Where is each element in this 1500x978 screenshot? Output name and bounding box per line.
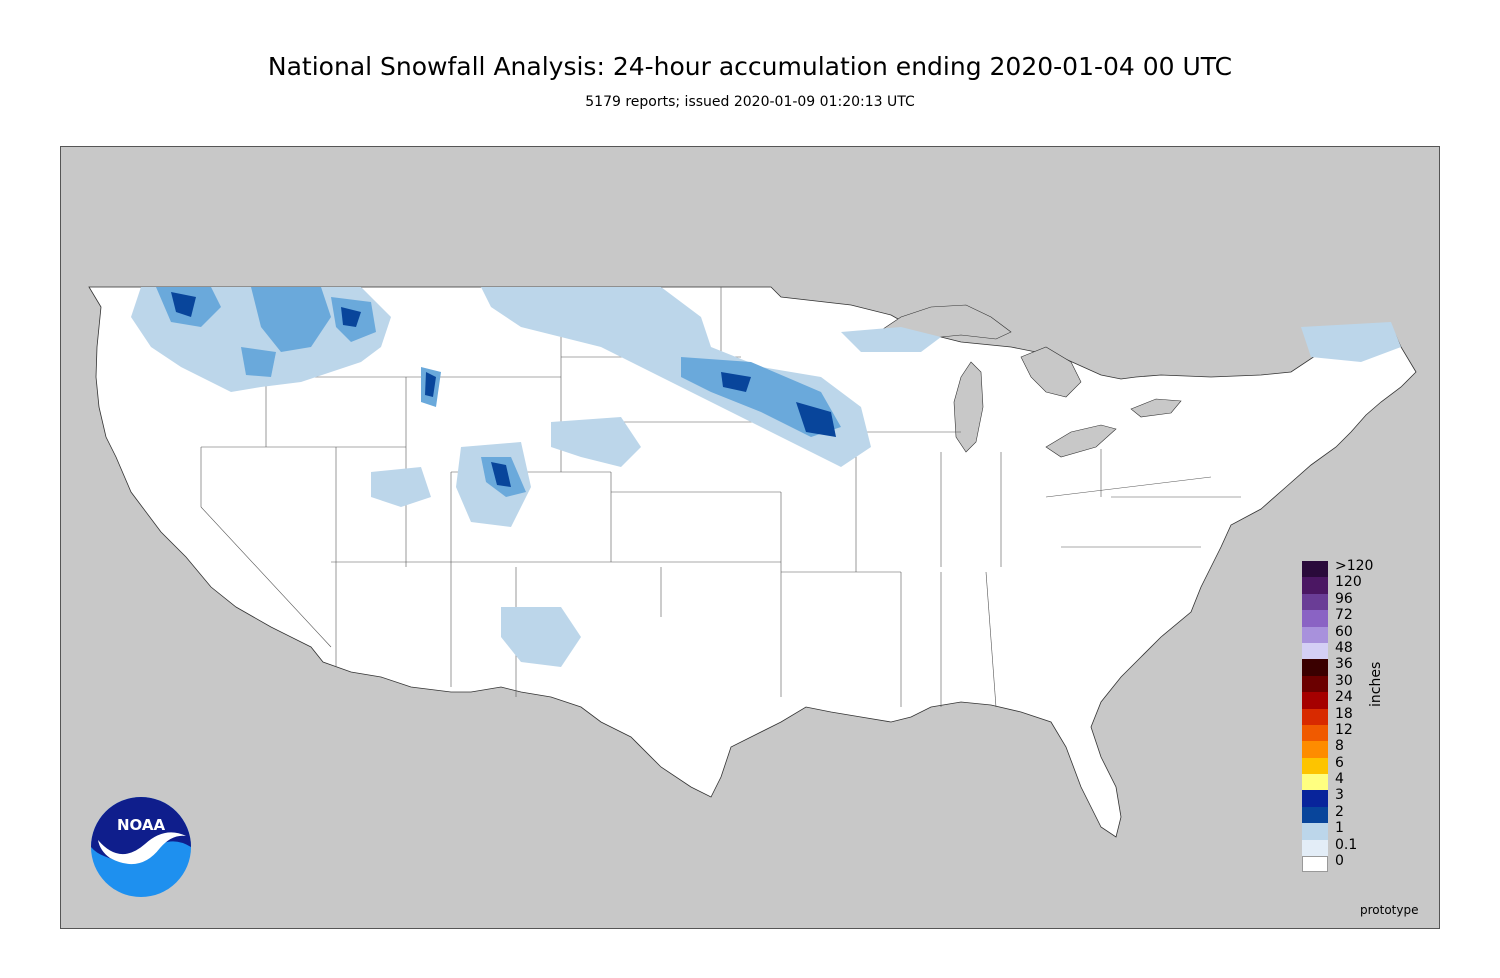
- legend-row: 1: [1302, 820, 1422, 840]
- legend-label: 1: [1335, 820, 1344, 837]
- legend-swatch: [1302, 610, 1328, 627]
- legend-label: 60: [1335, 623, 1353, 640]
- legend-row: 12: [1302, 721, 1422, 742]
- legend-row: 24: [1302, 689, 1422, 709]
- legend-label: 0.1: [1335, 836, 1358, 853]
- legend-swatch: [1302, 806, 1328, 824]
- legend-swatch: [1302, 757, 1328, 775]
- legend-swatch: [1302, 626, 1328, 643]
- legend-row: 4: [1302, 771, 1422, 791]
- legend-swatch: [1302, 774, 1328, 791]
- legend-label: 24: [1335, 689, 1353, 706]
- prototype-label: prototype: [1360, 903, 1419, 917]
- legend-row: 2: [1302, 803, 1422, 824]
- legend-label: 0: [1335, 853, 1344, 870]
- legend-swatch: [1302, 708, 1328, 725]
- legend-swatch: [1302, 577, 1328, 594]
- legend-swatch: [1302, 856, 1328, 873]
- map-subtitle: 5179 reports; issued 2020-01-09 01:20:13…: [585, 94, 915, 110]
- map-canvas: [88, 286, 1417, 838]
- noaa-logo-icon: NOAA: [91, 797, 191, 897]
- legend-label: 6: [1335, 754, 1344, 771]
- legend-swatch: [1302, 561, 1328, 578]
- legend-row: 96: [1302, 590, 1422, 611]
- legend-row: 72: [1302, 607, 1422, 627]
- legend-label: 12: [1335, 721, 1353, 738]
- legend-label: 48: [1335, 639, 1353, 656]
- legend-label: 120: [1335, 574, 1362, 591]
- legend-swatch: [1302, 823, 1328, 840]
- legend-label: 96: [1335, 590, 1353, 607]
- legend-label: 2: [1335, 803, 1344, 820]
- legend-units: inches: [1368, 661, 1384, 707]
- legend-swatch: [1302, 790, 1328, 807]
- snowfall-areas: [131, 287, 1401, 667]
- legend-swatch: [1302, 642, 1328, 660]
- legend-swatch: [1302, 741, 1328, 758]
- legend-row: 6: [1302, 754, 1422, 775]
- legend-label: 4: [1335, 771, 1344, 788]
- legend-label: 36: [1335, 656, 1353, 673]
- snowfall-map: [60, 146, 1440, 929]
- legend-row: 18: [1302, 705, 1422, 725]
- legend-row: >120: [1302, 558, 1422, 578]
- legend-label: 8: [1335, 738, 1344, 755]
- legend-row: 0: [1302, 853, 1422, 873]
- legend-swatch: [1302, 675, 1328, 693]
- legend-row: 8: [1302, 738, 1422, 758]
- legend-row: 36: [1302, 656, 1422, 676]
- legend-label: >120: [1335, 558, 1374, 574]
- legend-label: 3: [1335, 787, 1344, 804]
- lake-erie: [1045, 424, 1117, 458]
- legend-swatch: [1302, 692, 1328, 709]
- logo-text: NOAA: [117, 816, 166, 834]
- legend-row: 60: [1302, 623, 1422, 643]
- map-title: National Snowfall Analysis: 24-hour accu…: [267, 52, 1233, 81]
- legend-row: 120: [1302, 574, 1422, 594]
- legend-swatch: [1302, 593, 1328, 611]
- legend-row: 0.1: [1302, 836, 1422, 857]
- legend-swatch: [1302, 724, 1328, 742]
- lake-ontario: [1130, 398, 1182, 418]
- legend-label: 30: [1335, 672, 1353, 689]
- legend: >120 120 96 72 60 48 36 30 24 18 12 8 6 4 3 2 1 0.1 0: [1302, 558, 1422, 873]
- legend-row: 30: [1302, 672, 1422, 693]
- legend-label: 18: [1335, 705, 1353, 722]
- legend-label: 72: [1335, 607, 1353, 624]
- legend-row: 3: [1302, 787, 1422, 807]
- legend-row: 48: [1302, 639, 1422, 660]
- legend-swatch: [1302, 659, 1328, 676]
- legend-swatch: [1302, 839, 1328, 857]
- lake-michigan: [953, 361, 984, 453]
- lake-huron: [1020, 346, 1082, 398]
